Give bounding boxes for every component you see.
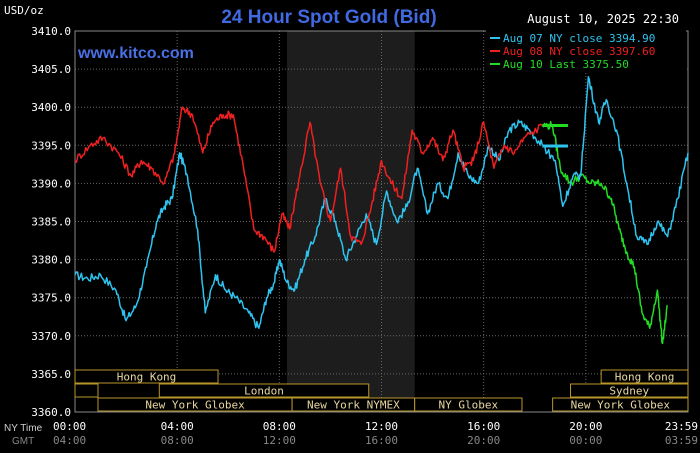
gmt-tick-label: 16:00: [365, 434, 398, 447]
x-tick-labels: 00:0004:0004:0008:0008:0012:0012:0016:00…: [53, 420, 698, 447]
unit-label: USD/oz: [4, 4, 44, 17]
session-label: New York NYMEX: [307, 399, 400, 412]
y-tick-labels: 3410.0 3405.0 3400.0 3395.0 3390.0 3385.0 3380…: [31, 25, 71, 419]
gmt-tick-label: 20:00: [467, 434, 500, 447]
y-tick-label: 3395.0: [31, 139, 71, 152]
gmt-tick-label: 03:59: [665, 434, 698, 447]
ny-tick-label: 08:00: [263, 420, 296, 433]
y-tick-label: 3405.0: [31, 63, 71, 76]
chart-title: 24 Hour Spot Gold (Bid): [221, 7, 436, 28]
gmt-tick-label: 12:00: [263, 434, 296, 447]
ny-tick-label: 12:00: [365, 420, 398, 433]
series-line: [74, 106, 543, 253]
session-bar: [158, 383, 370, 398]
y-tick-label: 3400.0: [31, 101, 71, 114]
y-tick-label: 3380.0: [31, 254, 71, 267]
series-line: [542, 75, 689, 246]
session-label: Hong Kong: [615, 371, 675, 384]
session-bar: [74, 383, 99, 398]
y-tick-label: 3390.0: [31, 177, 71, 190]
grid: [74, 30, 689, 413]
session-bar: [570, 383, 689, 398]
y-tick-label: 3365.0: [31, 368, 71, 381]
gmt-tick-label: 04:00: [53, 434, 86, 447]
session-bar: [552, 397, 689, 412]
session-label: Sydney: [609, 385, 649, 398]
ny-time-label: NY Time: [4, 423, 43, 434]
session-label: New York Globex: [145, 399, 245, 412]
series-line: [74, 119, 544, 329]
plot-border: [74, 30, 689, 413]
y-tick-label: 3385.0: [31, 216, 71, 229]
session-bar: [414, 397, 523, 412]
legend-label: Aug 07 NY close 3394.90: [503, 32, 655, 45]
session-bar: [600, 369, 689, 384]
ny-tick-label: 20:00: [569, 420, 602, 433]
session-label: Hong Kong: [117, 371, 177, 384]
y-tick-label: 3375.0: [31, 292, 71, 305]
ny-tick-label: 04:00: [161, 420, 194, 433]
legend-box: [486, 30, 686, 72]
gmt-tick-label: 08:00: [161, 434, 194, 447]
gmt-tick-label: 00:00: [569, 434, 602, 447]
y-tick-label: 3370.0: [31, 330, 71, 343]
session-label: New York Globex: [571, 399, 671, 412]
y-tick-label: 3360.0: [31, 406, 71, 419]
legend-label: Aug 08 NY close 3397.60: [503, 45, 655, 58]
y-tick-label: 3410.0: [31, 25, 71, 38]
session-label: NY Globex: [439, 399, 499, 412]
series-line: [541, 120, 669, 345]
session-bar: [74, 369, 219, 384]
date-label: August 10, 2025 22:30: [527, 12, 679, 26]
series-lines: [74, 75, 689, 345]
ny-tick-label: 00:00: [53, 420, 86, 433]
ny-tick-label: 23:59: [665, 420, 698, 433]
watermark: www.kitco.com: [77, 45, 194, 62]
ny-tick-label: 16:00: [467, 420, 500, 433]
legend-label: Aug 10 Last 3375.50: [503, 58, 629, 71]
gmt-label: GMT: [12, 436, 34, 447]
session-label: London: [244, 385, 284, 398]
